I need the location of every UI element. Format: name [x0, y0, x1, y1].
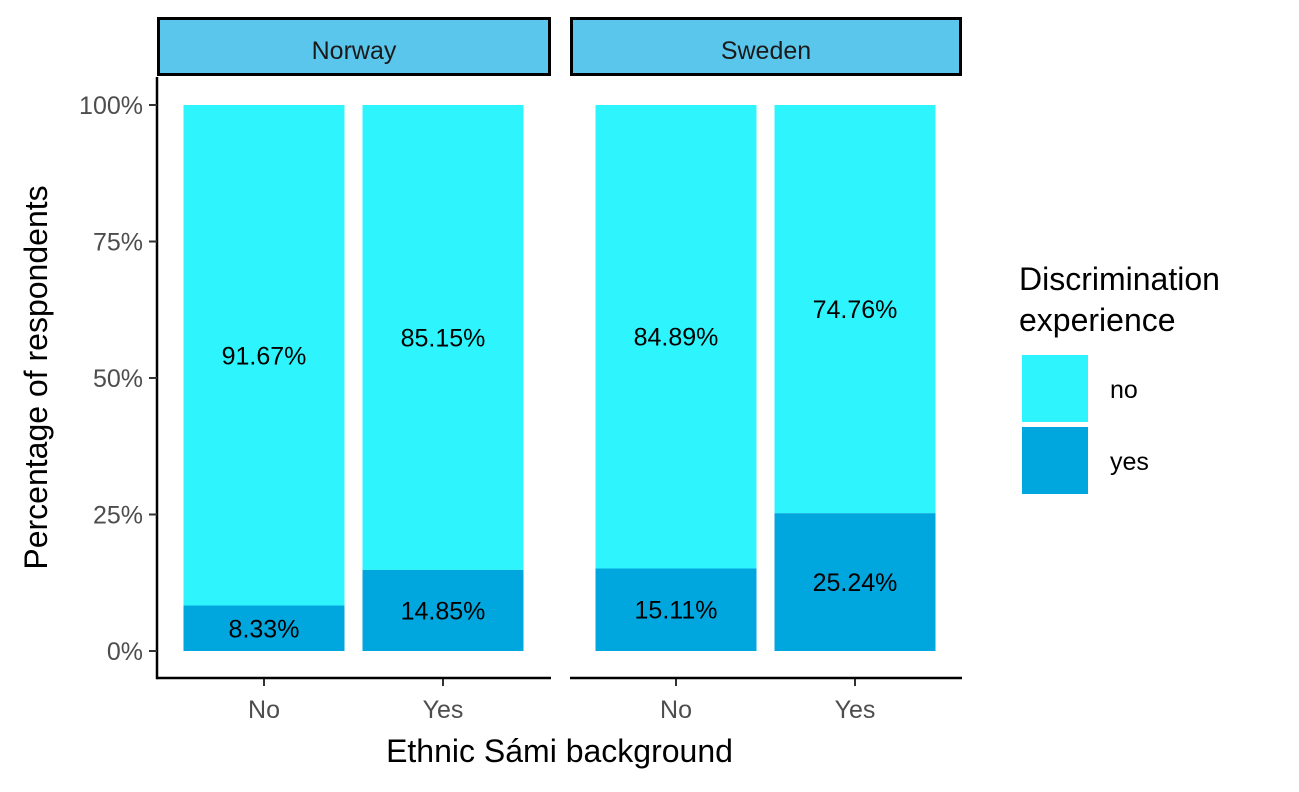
bar-sweden-no-yes: [595, 568, 757, 651]
bar-norway-yes-yes: [362, 569, 524, 651]
data-label-sweden-no-no: 84.89%: [634, 324, 719, 352]
facet-strip-sweden: [570, 17, 962, 76]
facet-strip-label-norway: Norway: [312, 37, 397, 65]
data-label-sweden-no-yes: 15.11%: [635, 597, 718, 625]
x-tick-label-sweden-yes: Yes: [835, 696, 876, 724]
bar-norway-no-yes: [183, 605, 345, 651]
y-tick-label-75: 75%: [93, 229, 143, 257]
bar-sweden-yes-no: [774, 105, 936, 514]
bar-norway-yes-no: [362, 105, 524, 570]
y-tick-label-0: 0%: [107, 638, 143, 666]
y-tick-label-50: 50%: [93, 365, 143, 393]
legend: Discrimination experience no yes: [1019, 261, 1220, 494]
data-label-norway-yes-yes: 14.85%: [401, 597, 486, 625]
bar-norway-no-no: [183, 105, 345, 606]
x-axis-title: Ethnic Sámi background: [386, 733, 733, 769]
legend-key-yes: [1022, 427, 1088, 494]
x-tick-label-norway-yes: Yes: [423, 696, 464, 724]
y-axis-title: Percentage of respondents: [18, 185, 54, 569]
x-tick-label-sweden-no: No: [660, 696, 692, 724]
facet-norway: Norway 91.67% 8.33% 85.15% 14.85%: [157, 17, 551, 651]
legend-label-yes: yes: [1110, 448, 1149, 476]
legend-title-line-1: Discrimination: [1019, 261, 1220, 297]
x-tick-label-norway-no: No: [248, 696, 280, 724]
facets: Norway 91.67% 8.33% 85.15% 14.85% Sweden 84.89…: [157, 17, 962, 651]
bar-sweden-yes-yes: [774, 513, 936, 651]
facet-strip-norway: [157, 17, 551, 76]
y-tick-label-100: 100%: [79, 92, 143, 120]
data-label-norway-yes-no: 85.15%: [401, 324, 486, 352]
bar-sweden-no-no: [595, 105, 757, 569]
data-label-norway-no-yes: 8.33%: [229, 615, 300, 643]
axes: No Yes No Yes 0% 25% 50% 75% 100% Ethnic Sámi bac…: [18, 77, 962, 769]
legend-label-no: no: [1110, 376, 1138, 404]
y-tick-label-25: 25%: [93, 502, 143, 530]
facet-strip-label-sweden: Sweden: [721, 37, 811, 65]
data-label-sweden-yes-yes: 25.24%: [813, 569, 898, 597]
legend-key-no: [1022, 355, 1088, 422]
data-label-norway-no-no: 91.67%: [222, 342, 307, 370]
facet-sweden: Sweden 84.89% 15.11% 74.76% 25.24%: [570, 17, 962, 651]
data-label-sweden-yes-no: 74.76%: [813, 296, 898, 324]
legend-title-line-2: experience: [1019, 302, 1176, 338]
